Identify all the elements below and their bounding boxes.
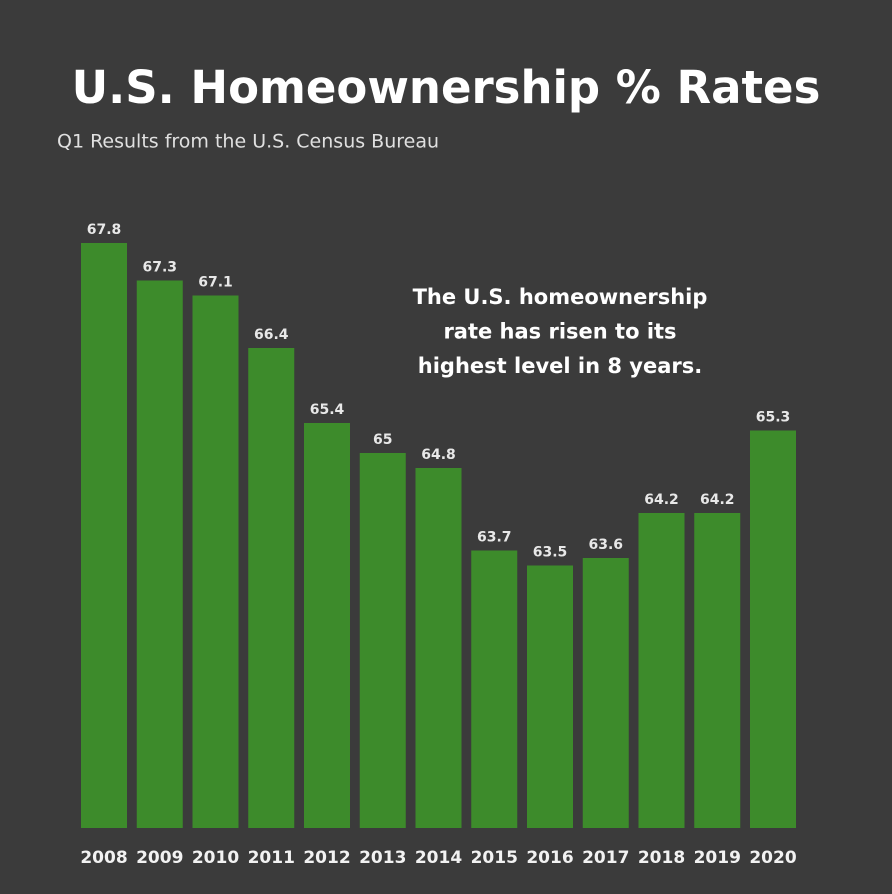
- chart-title: U.S. Homeownership % Rates: [72, 61, 821, 114]
- bar: [582, 558, 629, 828]
- bar: [359, 453, 406, 828]
- annotation: The U.S. homeownership: [413, 285, 708, 309]
- x-tick-label: 2019: [694, 848, 741, 868]
- value-label: 67.3: [142, 260, 177, 276]
- bar: [192, 295, 239, 828]
- bar: [136, 280, 183, 828]
- value-label: 65.4: [310, 402, 345, 418]
- bar: [471, 550, 518, 828]
- x-tick-label: 2009: [136, 848, 183, 868]
- value-label: 67.8: [87, 222, 122, 238]
- value-label: 64.2: [644, 492, 679, 508]
- x-tick-label: 2010: [192, 848, 239, 868]
- x-tick-label: 2020: [749, 848, 796, 868]
- value-label: 65.3: [756, 410, 791, 426]
- bar: [415, 468, 462, 828]
- bar: [248, 348, 295, 828]
- bar: [638, 513, 685, 828]
- x-tick-label: 2017: [582, 848, 629, 868]
- bar: [750, 430, 796, 828]
- bar: [81, 243, 127, 828]
- value-label: 66.4: [254, 327, 289, 343]
- annotation: rate has risen to its: [443, 320, 676, 344]
- x-tick-label: 2008: [80, 848, 127, 868]
- value-label: 63.5: [533, 545, 568, 561]
- x-tick-label: 2018: [638, 848, 685, 868]
- value-label: 64.8: [421, 447, 456, 463]
- x-tick-label: 2012: [303, 848, 350, 868]
- value-label: 63.7: [477, 530, 512, 546]
- bar: [694, 513, 741, 828]
- bar: [527, 565, 573, 828]
- x-tick-label: 2015: [471, 848, 518, 868]
- value-label: 63.6: [588, 537, 623, 553]
- x-tick-label: 2014: [415, 848, 462, 868]
- value-label: 64.2: [700, 492, 735, 508]
- annotation: highest level in 8 years.: [418, 354, 702, 378]
- x-tick-label: 2016: [526, 848, 573, 868]
- x-tick-label: 2013: [359, 848, 406, 868]
- value-label: 65: [373, 432, 392, 448]
- x-tick-label: 2011: [248, 848, 295, 868]
- chart-subtitle: Q1 Results from the U.S. Census Bureau: [57, 131, 439, 153]
- value-label: 67.1: [198, 275, 233, 291]
- bar: [304, 423, 350, 828]
